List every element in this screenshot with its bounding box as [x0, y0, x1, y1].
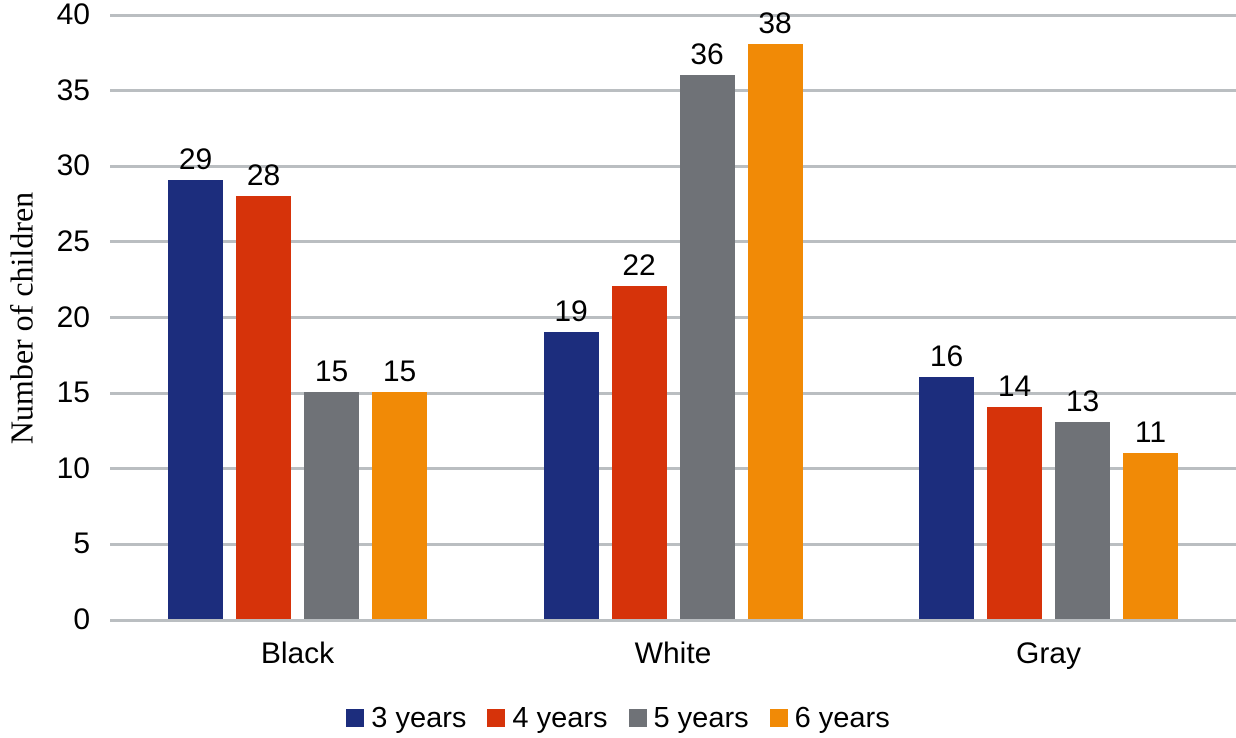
bar-wrap: 15 — [372, 355, 427, 619]
bar-value-label: 28 — [246, 158, 281, 192]
plot-area: 29 28 15 15 19 22 36 38 16 14 13 11 — [110, 0, 1236, 622]
bar-value-label: 11 — [1134, 415, 1167, 449]
y-tick-label: 25 — [56, 224, 90, 258]
bar-value-label: 29 — [178, 143, 213, 177]
bar-group: 19 22 36 38 — [543, 7, 803, 619]
bar — [543, 331, 599, 619]
bar — [236, 195, 291, 619]
bar-value-label: 15 — [382, 355, 417, 389]
gridline — [110, 467, 1236, 471]
gridline — [110, 89, 1236, 93]
bar-wrap: 15 — [304, 355, 359, 619]
y-tick-label: 5 — [73, 527, 90, 561]
gridline — [110, 13, 1236, 17]
legend-swatch — [346, 709, 365, 727]
legend-label: 3 years — [371, 702, 467, 734]
bar-wrap: 19 — [543, 295, 599, 619]
gridline — [110, 164, 1236, 168]
bar-value-label: 19 — [554, 294, 588, 328]
x-category-label: White — [634, 637, 712, 670]
legend: 3 years 4 years 5 years 6 years — [0, 701, 1236, 735]
bar-group: 29 28 15 15 — [168, 143, 427, 619]
bar-value-label: 38 — [758, 7, 792, 41]
x-category-label: Black — [260, 637, 335, 670]
bar — [304, 392, 359, 619]
legend-swatch — [628, 709, 647, 727]
bar — [679, 74, 735, 619]
bar-wrap: 22 — [611, 249, 667, 619]
bar-wrap: 29 — [168, 143, 223, 619]
bar — [372, 392, 427, 619]
bar-value-label: 14 — [997, 370, 1032, 404]
legend-item: 3 years — [346, 701, 466, 735]
bar — [987, 407, 1042, 619]
bar — [919, 377, 974, 619]
gridline — [110, 240, 1236, 244]
y-tick-label: 15 — [56, 376, 90, 410]
gridline — [110, 542, 1236, 546]
bar-value-label: 15 — [314, 355, 349, 389]
x-axis-category-labels: Black White Gray — [110, 636, 1236, 672]
bars-layer: 29 28 15 15 19 22 36 38 16 14 13 11 — [110, 0, 1236, 619]
bar — [747, 44, 803, 619]
y-tick-label: 35 — [56, 73, 90, 107]
y-tick-label: 20 — [56, 300, 90, 334]
bar-group: 16 14 13 11 — [919, 340, 1178, 619]
legend-label: 6 years — [794, 702, 890, 734]
legend-swatch — [769, 709, 788, 727]
bar-value-label: 36 — [690, 37, 724, 71]
legend-item: 6 years — [769, 701, 890, 735]
legend-label: 4 years — [512, 702, 608, 734]
bar — [1123, 452, 1178, 619]
legend-item: 5 years — [628, 701, 749, 735]
gridline — [110, 316, 1236, 319]
bar-wrap: 14 — [987, 370, 1042, 619]
bar — [168, 180, 223, 619]
y-tick-label: 0 — [73, 603, 90, 636]
gridline — [110, 391, 1236, 395]
bar-wrap: 11 — [1123, 416, 1178, 619]
bar-wrap: 16 — [919, 340, 974, 619]
y-tick-label: 40 — [56, 0, 90, 31]
x-category-label: Gray — [1015, 637, 1081, 670]
bar — [611, 286, 667, 619]
bar-wrap: 13 — [1055, 385, 1110, 619]
legend-swatch — [487, 709, 506, 727]
bar-value-label: 13 — [1065, 385, 1100, 419]
bar-value-label: 16 — [929, 340, 964, 373]
legend-item: 4 years — [487, 701, 608, 735]
bar-wrap: 36 — [679, 38, 735, 619]
legend-label: 5 years — [653, 702, 749, 734]
x-axis-baseline — [110, 618, 1236, 622]
bar-value-label: 22 — [622, 249, 656, 283]
y-tick-label: 10 — [56, 451, 90, 485]
y-tick-label: 30 — [56, 149, 90, 183]
bar — [1055, 422, 1110, 619]
bar-wrap: 38 — [747, 7, 803, 619]
bar-wrap: 28 — [236, 159, 291, 619]
